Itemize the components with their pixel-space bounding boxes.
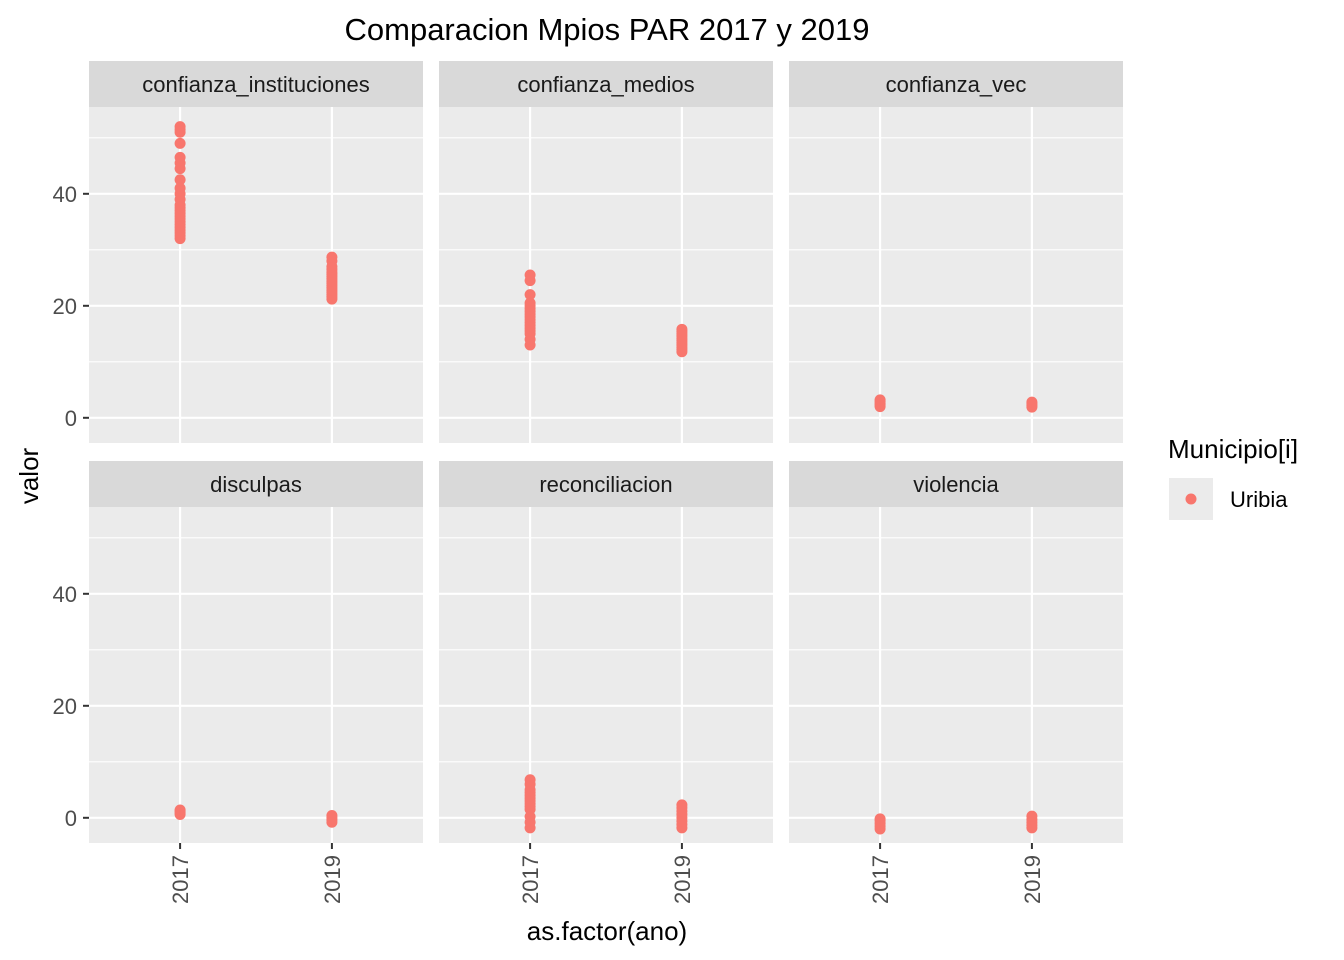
- facet-strip-label: confianza_vec: [886, 72, 1027, 97]
- x-tick-label: 2019: [670, 855, 695, 904]
- facet-violencia: violencia: [789, 461, 1123, 843]
- data-point: [174, 174, 186, 186]
- facet-strip-label: reconciliacion: [539, 472, 672, 497]
- facet-strip: [89, 61, 423, 107]
- y-tick-label: 40: [53, 182, 77, 207]
- data-point: [326, 810, 338, 822]
- data-point: [676, 323, 688, 335]
- data-point: [874, 394, 886, 406]
- legend-key-point: [1185, 493, 1197, 505]
- data-point: [524, 774, 536, 786]
- data-point: [524, 289, 536, 301]
- x-tick-label: 2019: [1020, 855, 1045, 904]
- y-axes: 0 20 40 0 20 40: [53, 182, 89, 831]
- facet-strip-label: disculpas: [210, 472, 302, 497]
- facet-panel: [439, 107, 773, 443]
- facet-strip: [439, 61, 773, 107]
- data-point: [174, 182, 186, 194]
- y-tick-label: 0: [65, 406, 77, 431]
- x-tick-label: 2019: [320, 855, 345, 904]
- x-axes: 2017 2019 2017 2019 2017 2019: [168, 843, 1045, 904]
- facet-disculpas: disculpas: [89, 461, 423, 843]
- facet-strip: [439, 461, 773, 507]
- x-tick-label: 2017: [868, 855, 893, 904]
- data-point: [1026, 810, 1038, 822]
- facet-strip-label: confianza_medios: [517, 72, 694, 97]
- facet-confianza_vec: confianza_vec: [789, 61, 1123, 443]
- facet-strip: [89, 461, 423, 507]
- facet-strip-label: violencia: [913, 472, 999, 497]
- chart-title: Comparacion Mpios PAR 2017 y 2019: [345, 12, 870, 47]
- data-point: [676, 799, 688, 811]
- facet-strip: [789, 61, 1123, 107]
- x-tick-label: 2017: [518, 855, 543, 904]
- legend-title: Municipio[i]: [1168, 434, 1298, 464]
- facet-strip: [789, 461, 1123, 507]
- facet-reconciliacion: reconciliacion: [439, 461, 773, 843]
- facet-confianza_medios: confianza_medios: [439, 61, 773, 443]
- y-tick-label: 20: [53, 694, 77, 719]
- data-point: [174, 151, 186, 163]
- data-point: [174, 137, 186, 149]
- y-axis-title: valor: [14, 447, 44, 504]
- data-point: [174, 804, 186, 816]
- facet-panel: [789, 107, 1123, 443]
- facet-strip-label: confianza_instituciones: [142, 72, 369, 97]
- facet-grid: confianza_instituciones confianza_medios c…: [89, 61, 1123, 843]
- data-point: [524, 269, 536, 281]
- facet-confianza_instituciones: confianza_instituciones: [89, 61, 423, 443]
- legend: Municipio[i] Uribia: [1168, 434, 1298, 520]
- x-tick-label: 2017: [168, 855, 193, 904]
- facet-panel: [439, 507, 773, 843]
- legend-label: Uribia: [1230, 487, 1288, 512]
- data-point: [174, 121, 186, 133]
- data-point: [326, 251, 338, 263]
- data-point: [524, 297, 536, 309]
- y-tick-label: 40: [53, 582, 77, 607]
- y-tick-label: 20: [53, 294, 77, 319]
- facet-panel: [789, 507, 1123, 843]
- y-tick-label: 0: [65, 806, 77, 831]
- facet-panel: [89, 107, 423, 443]
- data-point: [874, 813, 886, 825]
- data-point: [1026, 396, 1038, 408]
- x-axis-title: as.factor(ano): [527, 916, 687, 946]
- facet-panel: [89, 507, 423, 843]
